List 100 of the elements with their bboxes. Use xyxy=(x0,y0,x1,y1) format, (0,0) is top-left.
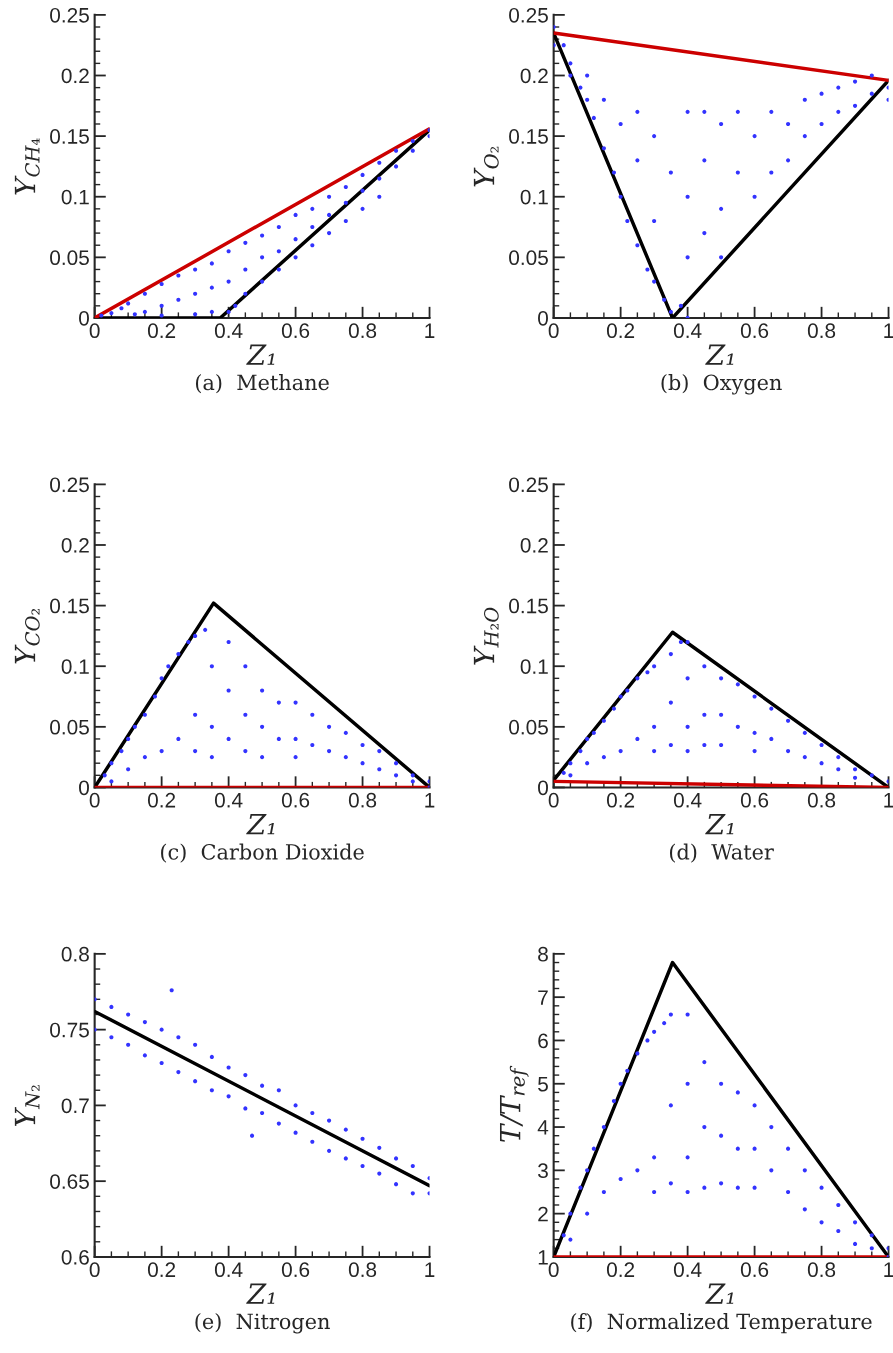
y-tick-label: 8 xyxy=(538,946,548,962)
point xyxy=(377,1171,382,1176)
point xyxy=(852,1220,858,1225)
point xyxy=(578,748,583,754)
point xyxy=(678,303,683,308)
point xyxy=(618,1081,623,1086)
point xyxy=(685,639,690,645)
x-axis-title: Z₁ xyxy=(705,344,734,365)
point xyxy=(226,736,231,742)
point xyxy=(678,639,683,645)
y-tick-label: 0 xyxy=(79,310,89,326)
point xyxy=(668,1012,673,1017)
point xyxy=(126,767,131,772)
x-tick-label: 0.2 xyxy=(147,1262,176,1278)
point xyxy=(233,303,238,308)
point xyxy=(410,1163,415,1169)
y-axis-title: Y$_{CH₄}$ xyxy=(14,138,40,195)
point xyxy=(142,712,147,717)
point xyxy=(360,761,365,766)
point xyxy=(209,285,214,290)
point xyxy=(585,761,590,766)
point xyxy=(618,1176,623,1182)
point xyxy=(276,1088,281,1093)
point xyxy=(159,676,164,681)
y-tick-label: 0.7 xyxy=(61,1098,89,1114)
point xyxy=(719,1181,724,1186)
point xyxy=(611,170,617,175)
point xyxy=(601,718,606,723)
point xyxy=(132,724,137,729)
x-tick-label: 0.4 xyxy=(214,323,243,339)
y-tick-label: 0 xyxy=(538,780,548,796)
x-axis-title: Z₁ xyxy=(705,813,734,835)
point xyxy=(260,1083,265,1088)
point xyxy=(377,767,382,772)
point xyxy=(159,281,164,287)
point xyxy=(702,712,707,717)
text: (c) Carbon Dioxide xyxy=(161,843,364,863)
point xyxy=(618,121,623,127)
point xyxy=(226,309,231,314)
point xyxy=(869,1233,874,1238)
point xyxy=(276,1121,281,1126)
point xyxy=(735,170,740,175)
point xyxy=(142,1019,147,1025)
point xyxy=(176,297,181,302)
point xyxy=(852,79,858,84)
point xyxy=(193,267,198,272)
y-tick-label: 0.15 xyxy=(509,598,548,614)
x-tick-label: 0.8 xyxy=(807,792,836,808)
point xyxy=(377,194,382,199)
point xyxy=(702,158,707,163)
point xyxy=(260,755,265,760)
point xyxy=(326,724,332,729)
y-tick-label: 0.1 xyxy=(520,189,548,205)
y-tick-label: 0.1 xyxy=(61,659,89,674)
y-tick-label: 2 xyxy=(538,1206,548,1222)
point xyxy=(260,279,265,284)
point xyxy=(410,773,415,778)
point xyxy=(735,1185,740,1190)
point xyxy=(752,730,757,735)
point xyxy=(276,249,281,254)
point xyxy=(152,694,158,699)
point xyxy=(652,279,657,284)
y-tick-label: 0.05 xyxy=(509,719,548,735)
point xyxy=(702,1185,707,1190)
point xyxy=(293,736,298,742)
point xyxy=(836,1228,841,1234)
point xyxy=(393,773,399,778)
y-tick-label: 6 xyxy=(538,1033,548,1049)
point xyxy=(393,148,399,153)
point xyxy=(652,1189,657,1195)
point xyxy=(393,164,399,169)
point xyxy=(635,1168,640,1173)
point xyxy=(668,1103,673,1108)
point xyxy=(601,755,606,760)
point xyxy=(769,1124,774,1130)
x-tick-label: 0.2 xyxy=(147,792,176,808)
y-tick-label: 0.25 xyxy=(50,7,89,23)
point xyxy=(719,1133,724,1138)
x-tick-label: 0 xyxy=(548,792,559,808)
y-tick-label: 0.2 xyxy=(520,537,548,553)
point xyxy=(625,218,630,224)
y-tick-label: 0.1 xyxy=(520,659,548,674)
point xyxy=(685,109,690,114)
point xyxy=(109,1035,114,1040)
x-tick-label: 0.8 xyxy=(807,1262,836,1278)
point xyxy=(119,748,124,754)
x-tick-label: 1 xyxy=(884,793,893,808)
point xyxy=(668,742,673,748)
point xyxy=(601,1124,606,1130)
point xyxy=(142,291,147,296)
x-tick-label: 0.6 xyxy=(740,323,769,339)
x-tick-label: 0.6 xyxy=(740,1262,769,1278)
point xyxy=(260,233,265,238)
point xyxy=(802,1168,807,1173)
point xyxy=(209,1088,214,1093)
point xyxy=(836,85,841,90)
point xyxy=(668,700,673,705)
point xyxy=(702,742,707,748)
point xyxy=(611,706,617,711)
point xyxy=(310,712,315,717)
